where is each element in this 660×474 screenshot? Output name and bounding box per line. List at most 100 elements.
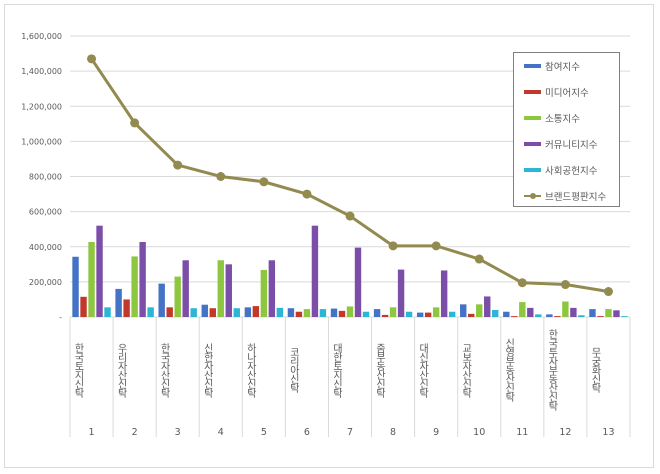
bar-커뮤니티지수 [440, 270, 448, 317]
bar-사회공헌지수 [319, 309, 327, 317]
y-tick-label: 1,600,000 [21, 32, 62, 41]
y-tick-label: 800,000 [29, 173, 62, 182]
bar-소통지수 [562, 301, 569, 317]
category-label: 하나자산신탁 [244, 342, 256, 397]
bar-소통지수 [131, 256, 138, 317]
category-label: 신한자산신탁 [201, 342, 213, 397]
category-label: 대한토지신탁 [330, 342, 342, 397]
rank-label: 5 [261, 427, 267, 438]
bar-참여지수 [416, 312, 424, 317]
bar-참여지수 [158, 283, 165, 317]
category-label: 한국자산신탁 [158, 342, 170, 397]
bar-소통지수 [217, 260, 224, 317]
y-tick-label: 1,400,000 [21, 67, 62, 76]
bar-미디어지수 [338, 310, 346, 317]
bar-소통지수 [605, 309, 612, 317]
legend-item: 사회공헌지수 [524, 163, 597, 177]
bar-커뮤니티지수 [613, 310, 620, 317]
bar-소통지수 [174, 276, 181, 317]
bar-미디어지수 [468, 313, 475, 317]
bar-참여지수 [201, 304, 208, 317]
bar-미디어지수 [597, 316, 604, 317]
rank-label: 9 [433, 427, 439, 438]
bar-소통지수 [389, 307, 397, 317]
category-label: 코리아신탁 [287, 347, 299, 392]
category-label: 교보자산신탁 [459, 342, 471, 397]
y-tick-label: 200,000 [29, 278, 62, 287]
bar-사회공헌지수 [492, 309, 499, 317]
bar-사회공헌지수 [578, 315, 585, 317]
rank-label: 10 [473, 427, 485, 438]
legend-label: 사회공헌지수 [545, 166, 598, 177]
bar-커뮤니티지수 [225, 264, 232, 317]
bar-미디어지수 [209, 308, 216, 317]
bar-사회공헌지수 [190, 308, 197, 317]
bar-커뮤니티지수 [311, 225, 319, 317]
line-point [87, 54, 97, 64]
rank-label: 12 [559, 427, 571, 438]
legend-item: 커뮤니티지수 [524, 137, 597, 151]
legend-label: 소통지수 [545, 114, 580, 125]
bar-미디어지수 [511, 316, 518, 317]
legend-swatch [524, 90, 541, 94]
bar-커뮤니티지수 [527, 307, 534, 317]
bar-소통지수 [303, 309, 311, 317]
y-tick-label: 600,000 [29, 208, 62, 217]
line-point [302, 189, 312, 199]
bar-미디어지수 [424, 312, 432, 317]
bar-사회공헌지수 [535, 314, 542, 317]
bar-커뮤니티지수 [139, 242, 146, 317]
bar-미디어지수 [295, 311, 303, 317]
bar-참여지수 [373, 309, 381, 317]
legend-item: 참여지수 [524, 59, 580, 73]
legend-label: 커뮤니티지수 [545, 140, 598, 151]
category-label: 줌부동산신탁 [373, 342, 385, 397]
category-label: 대신자산신탁 [416, 342, 428, 397]
line-point [431, 241, 441, 251]
bar-미디어지수 [554, 316, 561, 317]
bar-사회공헌지수 [362, 311, 370, 317]
y-tick-label: 400,000 [29, 243, 62, 252]
y-tick-label: 1,000,000 [21, 137, 62, 146]
bar-커뮤니티지수 [268, 260, 276, 317]
bar-소통지수 [346, 306, 354, 317]
y-tick-label: - [59, 313, 62, 322]
rank-label: 4 [218, 427, 224, 438]
legend-label: 미디어지수 [545, 88, 589, 99]
line-point [560, 280, 570, 290]
bar-참여지수 [72, 256, 79, 317]
bar-미디어지수 [123, 299, 130, 317]
bar-커뮤니티지수 [397, 269, 405, 317]
bar-사회공헌지수 [233, 308, 240, 317]
bar-미디어지수 [166, 307, 173, 317]
line-point [517, 278, 527, 288]
line-point [259, 177, 269, 187]
rank-label: 13 [602, 427, 614, 438]
bar-사회공헌지수 [621, 316, 628, 317]
bar-사회공헌지수 [276, 307, 284, 317]
chart-frame [4, 4, 654, 468]
legend-label: 브랜드평판지수 [545, 192, 607, 203]
category-label: 한국토지신탁 [72, 342, 83, 397]
legend-item: 브랜드평판지수 [524, 189, 606, 203]
line-point [345, 211, 355, 221]
line-point [216, 172, 226, 181]
y-tick-label: 1,200,000 [21, 102, 62, 111]
bar-커뮤니티지수 [182, 260, 189, 317]
rank-label: 1 [89, 427, 95, 438]
bar-사회공헌지수 [448, 311, 456, 317]
rank-label: 6 [304, 427, 310, 438]
line-point [603, 287, 613, 297]
bar-소통지수 [476, 304, 483, 317]
line-point [388, 241, 398, 251]
bar-참여지수 [287, 308, 295, 317]
category-label: 한국투자부동산신탁 [545, 329, 557, 410]
legend-swatch [524, 64, 541, 68]
bar-소통지수 [88, 242, 95, 317]
category-label: 무궁화신탁 [588, 347, 600, 392]
line-point [130, 118, 140, 128]
bar-커뮤니티지수 [354, 247, 362, 317]
bar-참여지수 [546, 314, 553, 317]
